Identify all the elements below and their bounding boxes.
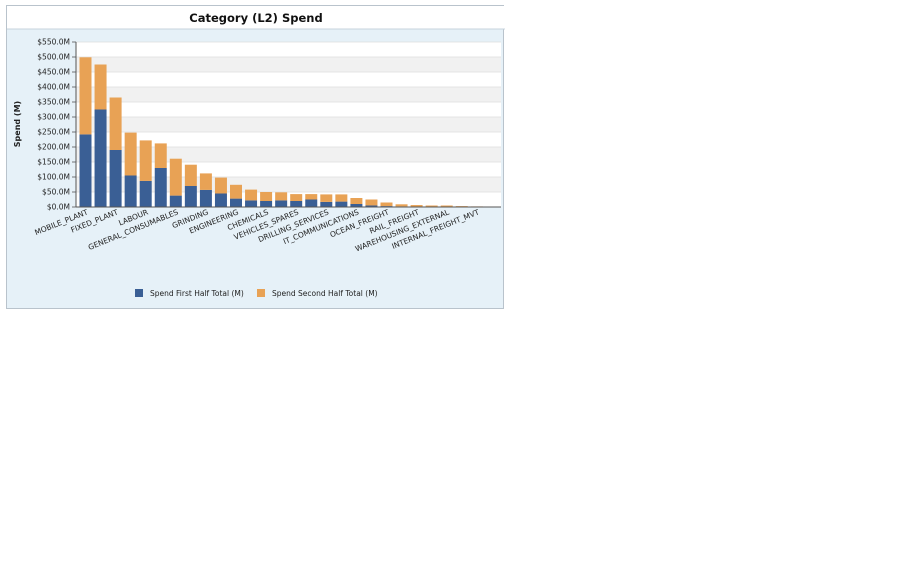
legend-swatch-first-half: [135, 289, 143, 297]
bar-segment-second-half: [199, 173, 212, 190]
bars: [79, 57, 483, 207]
bar-segment-first-half: [109, 150, 122, 207]
legend: Spend First Half Total (M) Spend Second H…: [135, 289, 378, 298]
plot-band: [76, 177, 501, 192]
bar-segment-first-half: [124, 175, 137, 207]
bar-segment-second-half: [94, 64, 107, 110]
y-tick-label: $0.0M: [47, 203, 70, 212]
bar-segment-second-half: [109, 97, 122, 150]
bar-segment-second-half: [154, 143, 167, 168]
bar-segment-first-half: [245, 200, 258, 207]
y-tick-label: $350.0M: [37, 98, 70, 107]
y-tick-label: $50.0M: [42, 188, 70, 197]
x-axis-ticks: MOBILE_PLANTFIXED_PLANTLABOURGENERAL_CON…: [33, 207, 481, 253]
bar-segment-second-half: [214, 177, 227, 194]
bar-segment-first-half: [184, 186, 197, 207]
plot-background: [76, 42, 501, 207]
plot-band: [76, 117, 501, 132]
bar-chart: Category (L2) Spend $0.0M $50.0M $100.0M $1…: [7, 6, 505, 298]
bar-segment-second-half: [365, 199, 378, 206]
legend-label-first-half: Spend First Half Total (M): [150, 289, 244, 298]
bar-segment-first-half: [365, 205, 378, 207]
legend-swatch-second-half: [257, 289, 265, 297]
y-tick-label: $550.0M: [37, 38, 70, 47]
bar-segment-first-half: [169, 195, 182, 207]
bar-segment-second-half: [425, 205, 438, 207]
bar-segment-first-half: [335, 201, 348, 207]
y-tick-label: $250.0M: [37, 128, 70, 137]
chart-title: Category (L2) Spend: [189, 11, 322, 25]
bar-segment-second-half: [410, 205, 423, 207]
bar-segment-first-half: [290, 201, 303, 207]
y-tick-label: $300.0M: [37, 113, 70, 122]
bar-segment-first-half: [154, 168, 167, 207]
chart-panel: Category (L2) Spend $0.0M $50.0M $100.0M $1…: [6, 5, 505, 309]
bar-segment-first-half: [320, 201, 333, 207]
bar-segment-second-half: [335, 194, 348, 202]
plot-band: [76, 57, 501, 72]
bar-segment-first-half: [79, 134, 92, 207]
bar-segment-first-half: [94, 109, 107, 207]
bar-segment-second-half: [139, 140, 152, 181]
bar-segment-second-half: [275, 192, 288, 201]
bar-segment-second-half: [305, 194, 318, 200]
bar-segment-second-half: [380, 202, 393, 207]
bar-segment-second-half: [320, 194, 333, 202]
bar-segment-second-half: [124, 132, 137, 176]
bar-segment-second-half: [79, 57, 92, 135]
bar-segment-second-half: [290, 194, 303, 201]
y-tick-label: $100.0M: [37, 173, 70, 182]
y-tick-label: $400.0M: [37, 83, 70, 92]
y-tick-label: $150.0M: [37, 158, 70, 167]
axes: [75, 42, 501, 208]
bar-segment-second-half: [245, 189, 258, 201]
bar-segment-first-half: [230, 198, 242, 207]
bar-segment-second-half: [260, 192, 273, 201]
bar-segment-second-half: [184, 164, 197, 186]
bar-segment-first-half: [260, 201, 273, 207]
y-tick-label: $500.0M: [37, 53, 70, 62]
bar-segment-second-half: [169, 158, 182, 196]
bar-segment-first-half: [275, 200, 288, 207]
bar-segment-second-half: [455, 206, 468, 207]
legend-label-second-half: Spend Second Half Total (M): [272, 289, 378, 298]
bar-segment-first-half: [199, 189, 212, 207]
title-band: [7, 6, 505, 29]
y-tick-label: $450.0M: [37, 68, 70, 77]
bar-segment-second-half: [230, 184, 242, 199]
plot-band: [76, 87, 501, 102]
y-axis-title: Spend (M): [13, 101, 22, 147]
bar-segment-first-half: [305, 199, 318, 207]
bar-segment-second-half: [350, 198, 363, 204]
bar-segment-second-half: [395, 204, 408, 207]
y-tick-label: $200.0M: [37, 143, 70, 152]
bar-segment-first-half: [214, 193, 227, 207]
y-axis-ticks: $0.0M $50.0M $100.0M $150.0M $200.0M $250.0M $…: [37, 38, 76, 212]
bar-segment-first-half: [350, 204, 363, 207]
bar-segment-second-half: [440, 205, 453, 207]
plot-band: [76, 147, 501, 162]
bar-segment-first-half: [139, 180, 152, 207]
